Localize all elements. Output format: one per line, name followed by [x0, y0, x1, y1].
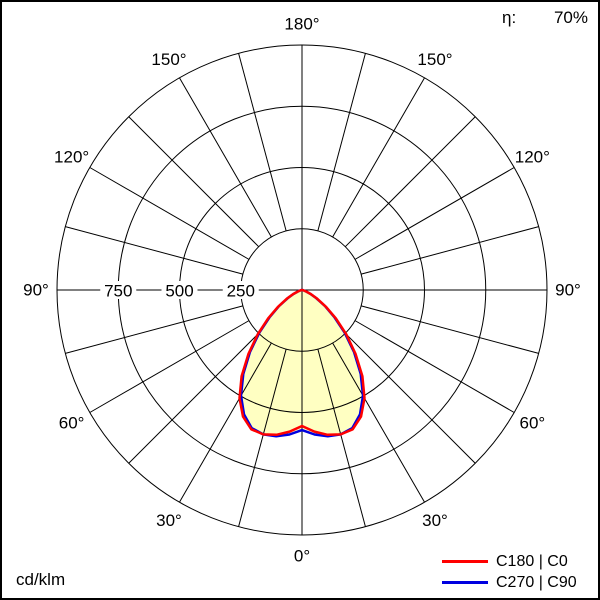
angle-label: 180°: [284, 15, 319, 34]
angle-label: 90°: [555, 281, 581, 300]
grid-spoke: [238, 349, 287, 527]
radial-tick-label: 250: [227, 282, 255, 301]
units-label: cd/klm: [16, 570, 66, 589]
legend: C180 | C0 C270 | C90: [442, 552, 584, 592]
angle-label: 0°: [294, 547, 310, 566]
angle-label: 30°: [156, 511, 182, 530]
efficiency-readout: η: 70%: [502, 8, 588, 28]
grid-spoke: [344, 332, 476, 464]
grid-spoke: [238, 53, 287, 231]
radial-label-bg: [100, 281, 137, 299]
legend-item-c90: C270 | C90: [442, 573, 584, 592]
grid-spoke: [361, 305, 539, 354]
grid-spoke: [128, 116, 260, 248]
angle-label: 120°: [54, 148, 89, 167]
legend-line-blue-icon: [442, 581, 488, 584]
radial-tick-label: 750: [104, 282, 132, 301]
grid-spoke: [179, 77, 272, 238]
grid-spoke: [361, 226, 539, 275]
efficiency-value: 70%: [553, 8, 588, 27]
distribution-curves: [238, 288, 366, 438]
grid-spoke: [65, 226, 243, 275]
grid-spoke: [317, 53, 366, 231]
radial-label-bg: [161, 281, 198, 299]
legend-item-c0: C180 | C0: [442, 552, 584, 571]
angle-label: 30°: [422, 511, 448, 530]
curve-c180-c0: [238, 288, 366, 437]
angle-label: 120°: [515, 148, 550, 167]
efficiency-label: η:: [502, 8, 517, 27]
angle-label: 150°: [417, 50, 452, 69]
legend-line-red-icon: [442, 560, 488, 563]
grid-spoke: [89, 320, 250, 413]
radial-label-bg: [222, 281, 259, 299]
grid-spoke: [332, 77, 425, 238]
grid-spoke: [317, 349, 366, 527]
grid-spoke: [128, 332, 260, 464]
grid-spoke: [89, 167, 250, 260]
grid-spoke: [354, 320, 515, 413]
grid-spoke: [65, 305, 243, 354]
grid-spoke: [179, 342, 272, 503]
axis-labels: 750 500 250 0° 30° 30° 60° 60° 90° 90° 120° 120° 150…: [23, 15, 581, 566]
grid-spoke: [332, 342, 425, 503]
grid-spoke: [354, 167, 515, 260]
legend-label-c0: C180 | C0: [496, 552, 568, 570]
radial-tick-label: 500: [165, 282, 193, 301]
angle-label: 150°: [151, 50, 186, 69]
angle-label: 60°: [520, 414, 546, 433]
angle-label: 60°: [59, 414, 85, 433]
grid-spoke: [344, 116, 476, 248]
angle-label: 90°: [23, 281, 49, 300]
legend-label-c90: C270 | C90: [496, 573, 577, 591]
